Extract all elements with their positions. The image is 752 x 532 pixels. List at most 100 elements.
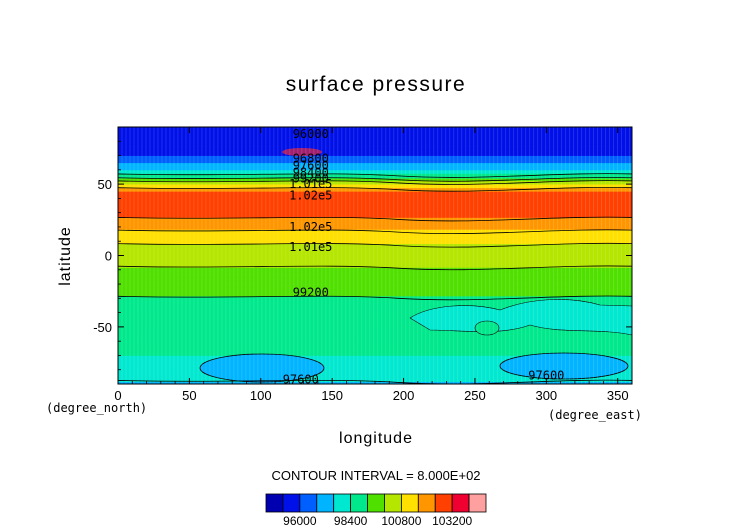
pressure-band: [118, 153, 632, 156]
pressure-band: [118, 193, 632, 196]
colorbar-swatch: [299, 493, 318, 513]
pressure-band: [118, 379, 632, 383]
southern-low-patch-west: [199, 353, 325, 383]
plot-area: 96000968009760098400992001.01e51.02e51.0…: [117, 126, 633, 387]
contour-label: 97600: [528, 368, 564, 382]
pressure-band: [118, 267, 632, 271]
pressure-band: [118, 143, 632, 147]
pressure-band: [118, 219, 632, 223]
colorbar-swatch: [333, 493, 352, 513]
pressure-band: [118, 293, 632, 297]
pressure-band: [118, 369, 632, 373]
pressure-band: [118, 291, 632, 294]
pressure-band: [118, 198, 632, 202]
contour-line: [117, 180, 633, 185]
y-tick-label: 0: [105, 249, 112, 264]
pressure-band: [118, 257, 632, 261]
x-tick-label: 100: [250, 388, 272, 403]
pressure-band: [118, 224, 632, 228]
colorbar-tick-label: 96000: [283, 514, 317, 528]
pressure-band: [118, 288, 632, 292]
pressure-band: [118, 360, 632, 363]
y-tick-label: -50: [93, 320, 112, 335]
pressure-band: [118, 210, 632, 214]
pressure-band: [118, 186, 632, 189]
contour-label: 1.02e5: [289, 189, 332, 203]
pressure-band: [118, 231, 632, 235]
x-tick-label: 0: [114, 388, 121, 403]
pressure-band: [118, 168, 632, 171]
pressure-band: [118, 167, 632, 170]
pressure-band: [118, 279, 632, 283]
pressure-band: [118, 176, 632, 179]
colorbar-tick-labels: 96000 98400 100800 103200: [283, 514, 472, 528]
colorbar-swatch: [316, 493, 335, 513]
x-tick-label: 350: [607, 388, 629, 403]
pressure-band: [118, 181, 632, 184]
y-axis-ticks: 50 0 -50: [93, 140, 632, 371]
pressure-band: [118, 284, 632, 287]
y-axis-label: latitude: [57, 226, 74, 286]
pressure-band: [118, 173, 632, 175]
chart-title: surface pressure: [286, 73, 466, 96]
pressure-band: [118, 179, 632, 181]
pressure-band: [118, 160, 632, 162]
pressure-band: [118, 205, 632, 209]
contour-line: [117, 379, 633, 385]
x-tick-label: 150: [321, 388, 343, 403]
pressure-band: [118, 353, 632, 356]
southern-green-island: [474, 320, 500, 336]
contour-label: 97600: [283, 373, 319, 387]
x-tick-label: 250: [464, 388, 486, 403]
colorbar-swatch: [350, 493, 368, 513]
x-axis-label: longitude: [339, 430, 413, 447]
pressure-band: [118, 305, 632, 309]
pressure-band: [118, 165, 632, 167]
pressure-band: [118, 324, 632, 328]
contour-line: [117, 177, 633, 182]
pressure-band: [118, 319, 632, 323]
pressure-band: [118, 191, 632, 193]
contour-features: [199, 148, 633, 383]
colorbar-tick-label: 100800: [381, 514, 421, 528]
pressure-band: [118, 197, 632, 199]
contour-label: 97600: [293, 159, 329, 173]
pressure-band: [118, 196, 632, 198]
pressure-band: [118, 338, 632, 342]
contour-label: 98400: [293, 166, 329, 180]
pressure-band: [118, 307, 632, 311]
pressure-bands: [118, 127, 632, 385]
pressure-band: [118, 161, 632, 164]
contour-lines: [117, 173, 633, 385]
contour-line: [117, 173, 633, 178]
pressure-band: [118, 241, 632, 245]
pressure-band: [118, 212, 632, 216]
pressure-band: [118, 341, 632, 344]
y-tick-label: 50: [98, 177, 112, 192]
x-tick-label: 50: [182, 388, 196, 403]
pressure-band: [118, 192, 632, 195]
pressure-band: [118, 245, 632, 249]
pressure-band: [118, 215, 632, 218]
pressure-band: [118, 362, 632, 366]
pressure-band: [118, 148, 632, 152]
pressure-band: [118, 345, 632, 349]
x-axis-ticks: 0 50 100 150 200 250 300 350: [114, 127, 629, 403]
pressure-band: [118, 159, 632, 161]
pressure-band: [118, 185, 632, 187]
pressure-band: [118, 226, 632, 230]
pressure-band: [118, 163, 632, 166]
pressure-band: [118, 188, 632, 191]
pressure-band: [118, 364, 632, 368]
contour-line: [117, 186, 633, 192]
pressure-band: [118, 312, 632, 316]
pressure-band: [118, 253, 632, 256]
pressure-band: [118, 217, 632, 221]
contour-label: 99200: [293, 171, 329, 185]
pressure-band: [118, 276, 632, 280]
contour-interval-text: CONTOUR INTERVAL = 8.000E+02: [271, 468, 480, 483]
colorbar-swatch: [282, 493, 301, 513]
pressure-band: [118, 357, 632, 361]
pressure-band: [118, 129, 632, 133]
